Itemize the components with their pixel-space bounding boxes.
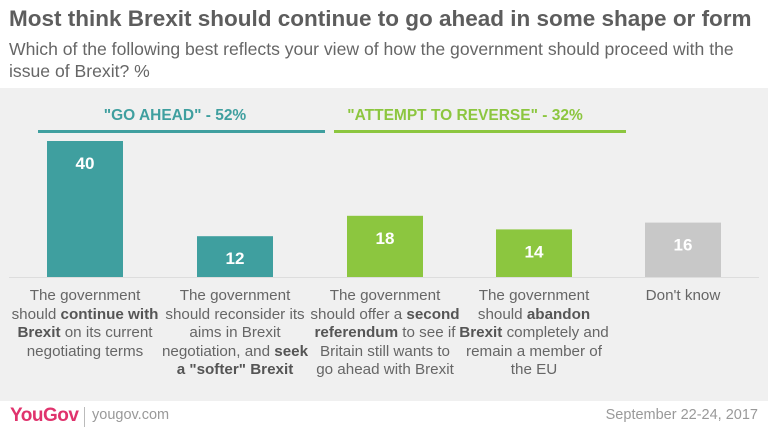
category-label-4: The government should abandon Brexit com… bbox=[459, 287, 609, 379]
footer bbox=[0, 401, 768, 434]
category-label-5: Don't know bbox=[645, 287, 721, 304]
survey-date: September 22-24, 2017 bbox=[605, 407, 758, 423]
header: Most think Brexit should continue to go … bbox=[0, 0, 768, 88]
x-axis-baseline bbox=[9, 277, 759, 278]
footer-divider bbox=[84, 407, 85, 427]
site-link[interactable]: yougov.com bbox=[92, 407, 170, 423]
chart-subtitle: Which of the following best reflects you… bbox=[9, 39, 734, 81]
category-label-1: The government should continue with Brex… bbox=[11, 287, 159, 360]
category-label-3: The government should offer a second ref… bbox=[310, 287, 460, 379]
group-underline-attempt-to-reverse bbox=[334, 130, 626, 133]
group-label-attempt-to-reverse: "ATTEMPT TO REVERSE" - 32% bbox=[347, 107, 583, 124]
group-underline-go-ahead bbox=[38, 130, 325, 133]
chart-title: Most think Brexit should continue to go … bbox=[9, 6, 752, 31]
category-label-2: The government should reconsider its aim… bbox=[161, 287, 309, 379]
yougov-logo: YouGov bbox=[10, 405, 79, 426]
group-label-go-ahead: "GO AHEAD" - 52% bbox=[103, 107, 247, 124]
